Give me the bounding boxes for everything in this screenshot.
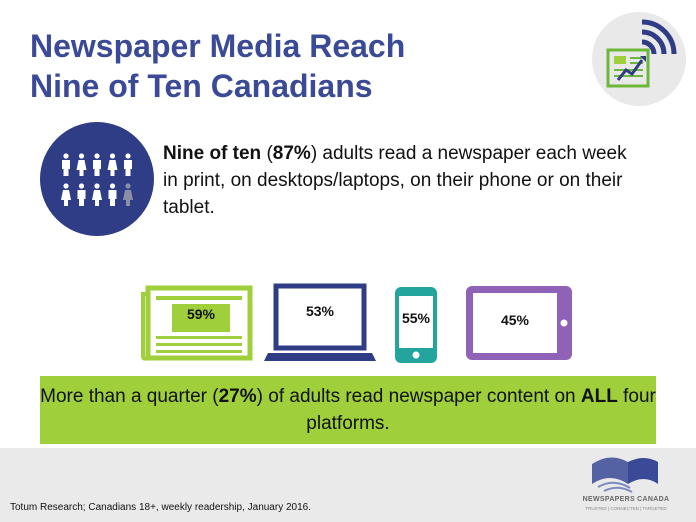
person-icon (93, 153, 101, 176)
org-name: NEWSPAPERS CANADA (582, 496, 670, 503)
main-statement-rest: ) adults read a newspaper each week in p… (163, 143, 627, 218)
source-note: Totum Research; Canadians 18+, weekly re… (10, 502, 312, 513)
person-icon (92, 183, 102, 206)
person-icon (124, 153, 132, 176)
newspapers-canada-logo (592, 457, 658, 493)
tablet-icon (466, 286, 572, 360)
person-icon (123, 183, 133, 206)
phone-pct: 55% (401, 310, 431, 326)
person-icon (61, 183, 71, 206)
title-line-2: Nine of Ten Canadians (30, 68, 373, 104)
news-feed-chart-icon (592, 12, 686, 106)
newspaper-icon (141, 285, 253, 361)
banner-text: More than a quarter (27%) of adults read… (40, 376, 656, 437)
banner-text-3: four platforms. (306, 386, 656, 434)
org-tagline: TRUSTED | CONNECTED | TARGETED (585, 506, 667, 511)
people-icon (61, 153, 133, 206)
phone-icon (395, 287, 437, 363)
main-statement-pct: 87% (272, 143, 311, 164)
tablet-pct: 45% (500, 312, 530, 328)
main-paren: ( (261, 143, 273, 164)
banner-text-1: More than a quarter ( (40, 386, 219, 407)
laptop-icon (264, 283, 376, 361)
newspaper-pct: 59% (186, 306, 216, 322)
footer-band (0, 448, 696, 522)
person-icon (107, 153, 118, 176)
people-circle (40, 122, 154, 236)
all-platforms-banner: More than a quarter (27%) of adults read… (40, 376, 656, 444)
person-icon (108, 183, 117, 206)
banner-pct: 27% (218, 386, 257, 407)
person-icon (76, 153, 87, 176)
laptop-pct: 53% (305, 303, 335, 319)
banner-text-2: ) of adults read newspaper content on (256, 386, 581, 407)
person-icon (77, 183, 86, 206)
main-statement-bold: Nine of ten (163, 143, 262, 164)
main-statement: Nine of ten (87%) adults read a newspape… (163, 140, 643, 221)
banner-bold: ALL (580, 386, 618, 407)
title-line-1: Newspaper Media Reach (30, 28, 406, 64)
page-title: Newspaper Media Reach Nine of Ten Canadi… (30, 26, 405, 106)
person-icon (62, 153, 70, 176)
